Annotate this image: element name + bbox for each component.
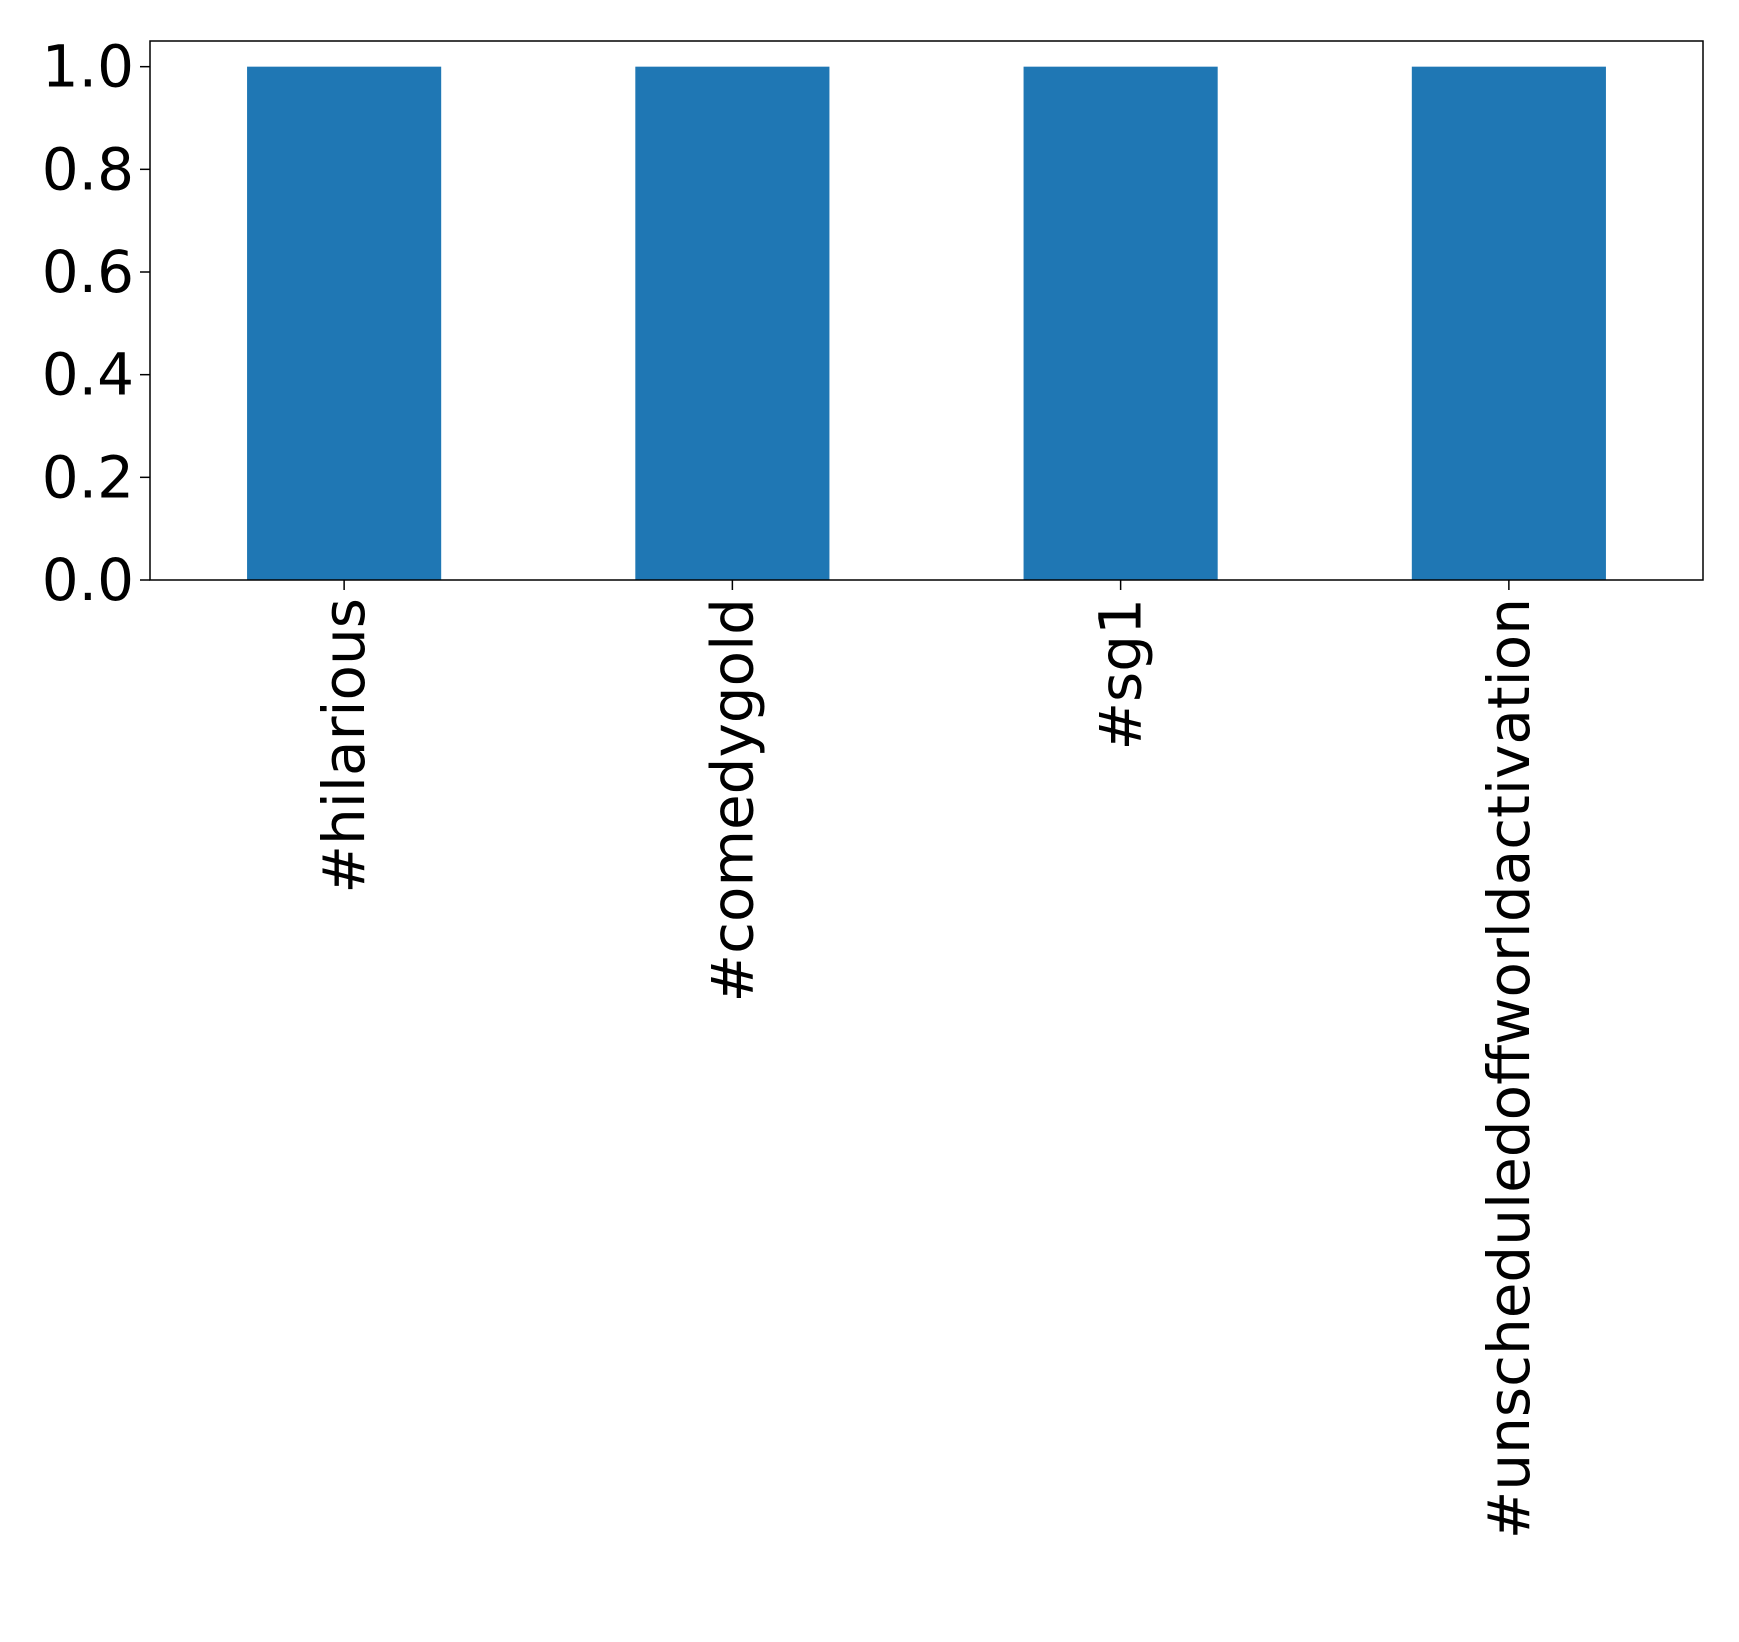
y-tick-label: 0.0: [42, 546, 134, 614]
x-tick-label: #comedygold: [698, 598, 766, 1003]
plot-area-frame: [149, 40, 1704, 581]
x-tick-label: #sg1: [1087, 598, 1155, 751]
y-tick-label: 0.4: [42, 341, 134, 409]
bar-3: [1023, 66, 1218, 580]
y-tick-label: 0.6: [42, 238, 134, 306]
bar-4: [1411, 66, 1606, 580]
x-tick-label: #hilarious: [310, 598, 378, 894]
x-tick-label: #unscheduledoffworldactivation: [1475, 598, 1543, 1539]
y-tick-label: 0.8: [42, 135, 134, 203]
bar-1: [247, 66, 442, 580]
y-axis: 0.0 0.2 0.4 0.6 0.8 1.0: [42, 33, 150, 614]
x-axis: #hilarious #comedygold #sg1 #unscheduledoff…: [310, 580, 1543, 1539]
bars: [247, 66, 1606, 580]
y-tick-label: 0.2: [42, 443, 134, 511]
bar-2: [635, 66, 830, 580]
y-tick-label: 1.0: [42, 33, 134, 101]
